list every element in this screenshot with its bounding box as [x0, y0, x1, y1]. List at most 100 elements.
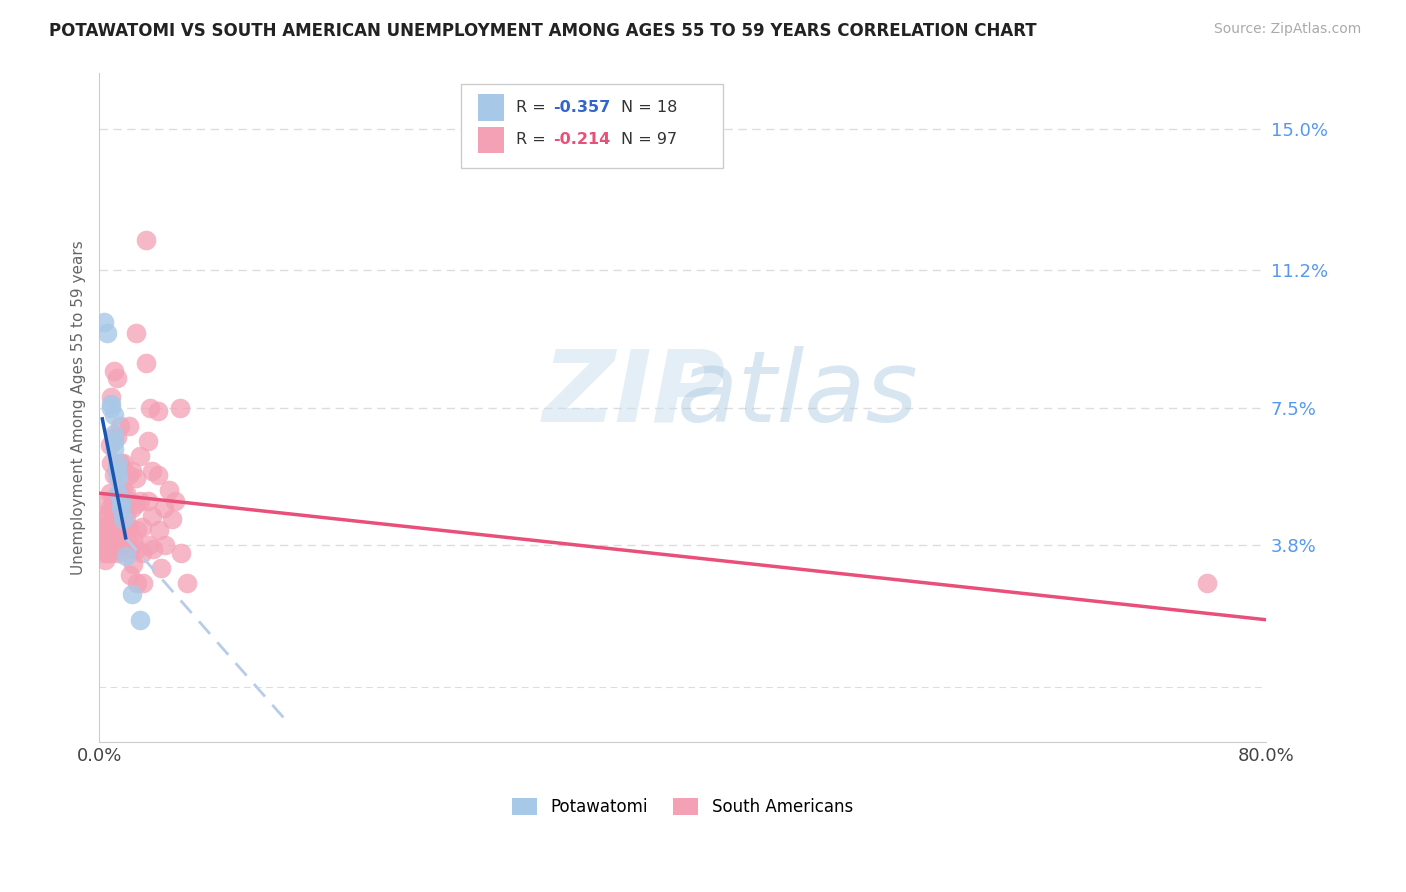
FancyBboxPatch shape	[478, 95, 505, 121]
Y-axis label: Unemployment Among Ages 55 to 59 years: Unemployment Among Ages 55 to 59 years	[72, 240, 86, 575]
Point	[129, 613, 152, 627]
Point	[101, 493, 124, 508]
Point	[107, 471, 129, 485]
Point	[110, 493, 132, 508]
Text: -0.214: -0.214	[553, 132, 610, 147]
Point	[139, 401, 162, 415]
Point	[110, 538, 132, 552]
Text: N = 97: N = 97	[621, 132, 676, 147]
Point	[131, 546, 153, 560]
Point	[152, 501, 174, 516]
Point	[98, 531, 121, 545]
Point	[110, 501, 132, 516]
Point	[94, 538, 117, 552]
Point	[125, 497, 148, 511]
Point	[105, 457, 128, 471]
Point	[103, 467, 125, 482]
Point	[107, 486, 129, 500]
Point	[105, 430, 128, 444]
Text: POTAWATOMI VS SOUTH AMERICAN UNEMPLOYMENT AMONG AGES 55 TO 59 YEARS CORRELATION : POTAWATOMI VS SOUTH AMERICAN UNEMPLOYMEN…	[49, 22, 1036, 40]
Point	[136, 434, 159, 449]
Point	[101, 527, 124, 541]
Point	[111, 501, 134, 516]
Point	[157, 483, 180, 497]
Point	[97, 519, 120, 533]
Point	[105, 512, 128, 526]
Point	[127, 524, 149, 538]
Point	[125, 471, 148, 485]
Point	[111, 512, 134, 526]
Point	[132, 575, 155, 590]
Point	[104, 531, 127, 545]
Point	[100, 457, 122, 471]
Point	[114, 531, 136, 545]
Point	[117, 467, 139, 482]
Point	[125, 326, 148, 341]
Text: ZIP: ZIP	[543, 346, 725, 442]
Point	[110, 524, 132, 538]
Point	[170, 546, 193, 560]
Point	[153, 538, 176, 552]
Point	[96, 326, 118, 341]
Point	[118, 568, 141, 582]
Point	[117, 493, 139, 508]
FancyBboxPatch shape	[478, 127, 505, 153]
Point	[107, 524, 129, 538]
Point	[121, 587, 143, 601]
Text: R =: R =	[516, 132, 551, 147]
Point	[100, 397, 122, 411]
FancyBboxPatch shape	[461, 85, 724, 168]
Point	[111, 457, 134, 471]
Point	[108, 419, 131, 434]
Point	[135, 233, 157, 247]
Point	[108, 486, 131, 500]
Point	[98, 519, 121, 533]
Point	[93, 315, 115, 329]
Point	[100, 401, 122, 415]
Point	[103, 493, 125, 508]
Point	[101, 538, 124, 552]
Point	[103, 430, 125, 444]
Point	[96, 493, 118, 508]
Point	[112, 519, 135, 533]
Point	[103, 442, 125, 456]
Point	[127, 575, 149, 590]
Point	[93, 519, 115, 533]
Point	[136, 493, 159, 508]
Point	[138, 538, 160, 552]
Point	[148, 524, 170, 538]
Text: R =: R =	[516, 100, 551, 115]
Point	[146, 404, 169, 418]
Point	[129, 449, 152, 463]
Point	[165, 493, 187, 508]
Point	[91, 508, 114, 523]
Point	[122, 557, 145, 571]
Point	[112, 538, 135, 552]
Point	[122, 531, 145, 545]
Point	[98, 486, 121, 500]
Point	[108, 505, 131, 519]
Point	[96, 531, 118, 545]
Point	[97, 546, 120, 560]
Legend: Potawatomi, South Americans: Potawatomi, South Americans	[506, 791, 859, 822]
Point	[117, 419, 139, 434]
Point	[141, 464, 163, 478]
Point	[100, 546, 122, 560]
Text: -0.357: -0.357	[553, 100, 610, 115]
Point	[114, 486, 136, 500]
Point	[98, 438, 121, 452]
Point	[94, 546, 117, 560]
Point	[104, 508, 127, 523]
Point	[127, 542, 149, 557]
Point	[105, 464, 128, 478]
Point	[105, 493, 128, 508]
Point	[107, 546, 129, 560]
Point	[96, 508, 118, 523]
Point	[117, 519, 139, 533]
Point	[98, 501, 121, 516]
Point	[104, 542, 127, 557]
Text: Source: ZipAtlas.com: Source: ZipAtlas.com	[1213, 22, 1361, 37]
Point	[111, 483, 134, 497]
Point	[135, 356, 157, 370]
Point	[94, 553, 117, 567]
